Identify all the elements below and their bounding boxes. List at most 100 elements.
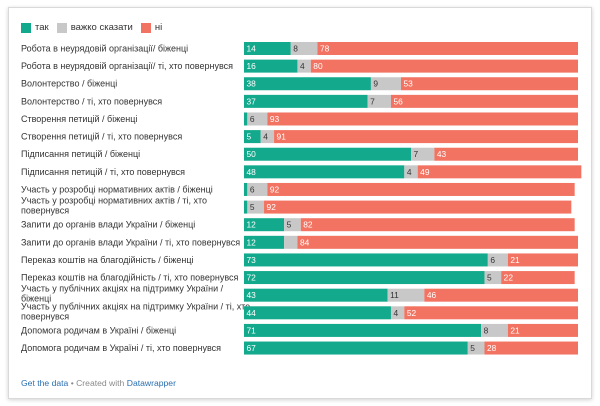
data-label-no: 22 [504, 273, 514, 283]
data-label-no: 84 [300, 237, 310, 247]
row-label-line: Участь у публічних акціях на підтримку У… [21, 284, 224, 294]
bar-segment-unsure [370, 77, 401, 91]
bar-segment-unsure [367, 94, 391, 108]
data-label-unsure: 5 [287, 220, 292, 230]
data-label-no: 21 [510, 325, 520, 335]
bar-segment-unsure [284, 235, 298, 249]
bar-segment-unsure [467, 341, 485, 355]
data-label-no: 92 [270, 184, 280, 194]
data-label-yes: 37 [247, 96, 257, 106]
row-label: Допомога родичам в Україні / біженці [21, 325, 176, 335]
bar-segment-yes [244, 77, 371, 91]
data-label-unsure: 6 [490, 255, 495, 265]
row-label: Участь у публічних акціях на підтримку У… [21, 284, 224, 304]
bar-segment-no [297, 235, 578, 249]
bar-segment-no [300, 218, 575, 232]
data-label-yes: 12 [247, 220, 257, 230]
bar-segment-yes [244, 130, 261, 144]
data-label-unsure: 6 [250, 184, 255, 194]
bar-segment-yes [244, 306, 391, 320]
row-label: Підписання петицій / ті, хто повернувся [21, 167, 185, 177]
bar-segment-yes [244, 42, 291, 55]
legend: так важко сказати ні [21, 21, 170, 35]
bar-segment-no [484, 341, 578, 355]
bar-segment-unsure [247, 112, 268, 126]
data-label-yes: 72 [247, 273, 257, 283]
bar-segment-yes [244, 94, 368, 108]
data-label-no: 91 [277, 132, 287, 142]
bar-segment-yes [244, 271, 485, 285]
data-label-unsure: 9 [373, 79, 378, 89]
legend-swatch-yes [21, 23, 31, 33]
data-label-yes: 73 [247, 255, 257, 265]
legend-item-no: ні [140, 22, 163, 34]
legend-label-no: ні [154, 22, 163, 33]
row-label-line: повернувся [21, 206, 69, 216]
data-label-unsure: 5 [470, 343, 475, 353]
row-label: Волонтерство / біженці [21, 79, 117, 89]
row-label: Створення петицій / біженці [21, 114, 137, 124]
data-label-yes: 44 [247, 308, 257, 318]
bar-segment-unsure [247, 200, 265, 214]
data-label-yes: 67 [247, 343, 257, 353]
bar-segment-no [507, 253, 578, 267]
data-label-no: 53 [403, 79, 413, 89]
bar-segment-yes [244, 182, 248, 196]
data-label-no: 43 [437, 149, 447, 159]
row-label-line: Участь у розробці нормативних актів / ті… [21, 196, 207, 206]
bar-segment-unsure [387, 288, 425, 302]
bar-segment-no [317, 42, 578, 55]
bar-segment-yes [244, 323, 482, 337]
data-label-no: 93 [270, 114, 280, 124]
row-label-line: біженці [21, 294, 51, 304]
bar-segment-unsure [247, 182, 268, 196]
bar-segment-yes [244, 59, 298, 73]
data-label-unsure: 4 [300, 61, 305, 71]
data-label-yes: 38 [247, 79, 257, 89]
data-label-yes: 14 [247, 44, 257, 54]
bar-segment-unsure [411, 147, 435, 161]
data-label-unsure: 7 [414, 149, 419, 159]
bar-segment-yes [244, 165, 405, 179]
datawrapper-link[interactable]: Datawrapper [126, 378, 176, 388]
data-label-yes: 48 [247, 167, 257, 177]
row-label-line: Участь у публічних акціях на підтримку У… [21, 301, 250, 311]
bar-segment-yes [244, 112, 248, 126]
data-label-no: 49 [420, 167, 430, 177]
data-label-unsure: 7 [370, 96, 375, 106]
legend-item-unsure: важко сказати [56, 22, 133, 34]
row-label: Допомога родичам в Україні / ті, хто пов… [21, 343, 221, 353]
bar-segment-unsure [290, 42, 318, 55]
row-label: Робота в неурядовій організації/ біженці [21, 44, 188, 54]
data-label-unsure: 8 [484, 325, 489, 335]
data-label-unsure: 4 [407, 167, 412, 177]
row-label: Робота в неурядовій організації/ ті, хто… [21, 61, 233, 71]
row-label-line: повернувся [21, 311, 69, 321]
data-label-unsure: 4 [263, 132, 268, 142]
bar-segment-unsure [260, 130, 275, 144]
row-label: Створення петицій / ті, хто повернувся [21, 132, 182, 142]
row-label: Участь у розробці нормативних актів / бі… [21, 184, 213, 194]
data-label-yes: 71 [247, 325, 257, 335]
bar-segment-no [501, 271, 575, 285]
bar-segment-no [434, 147, 578, 161]
row-label: Участь у публічних акціях на підтримку У… [21, 301, 250, 321]
data-label-no: 56 [393, 96, 403, 106]
bar-segment-yes [244, 147, 411, 161]
bar-segment-unsure [284, 218, 301, 232]
data-label-no: 80 [313, 61, 323, 71]
bar-segment-no [404, 306, 578, 320]
data-label-unsure: 4 [393, 308, 398, 318]
bar-segment-yes [244, 218, 285, 232]
bar-segment-unsure [487, 253, 508, 267]
row-label: Участь у розробці нормативних актів / ті… [21, 196, 207, 216]
row-label: Підписання петицій / біженці [21, 149, 140, 159]
get-data-link[interactable]: Get the data [21, 378, 69, 388]
data-label-unsure: 11 [390, 290, 399, 300]
data-label-yes: 43 [247, 290, 257, 300]
row-label: Запити до органів влади України / ті, хт… [21, 237, 240, 247]
row-label: Волонтерство / ті, хто повернувся [21, 96, 162, 106]
data-label-unsure: 6 [250, 114, 255, 124]
data-label-no: 21 [510, 255, 520, 265]
bar-segment-unsure [390, 306, 405, 320]
